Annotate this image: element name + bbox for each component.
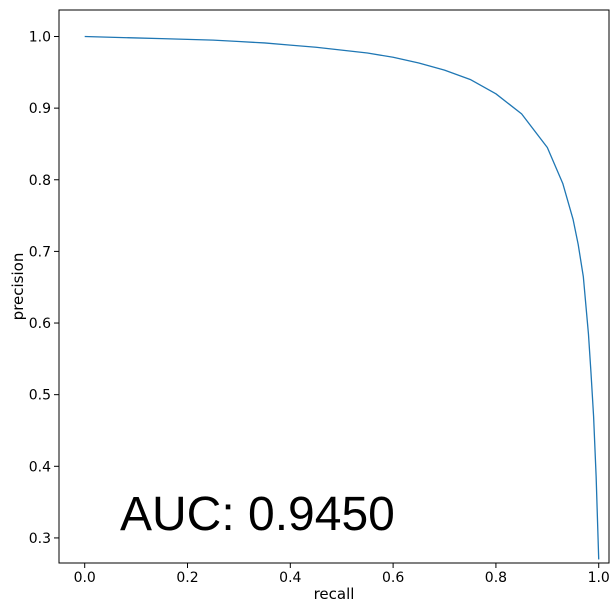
plot-layer (84, 35, 600, 560)
y-tick-label: 0.9 (29, 101, 51, 117)
y-tick-label: 1.0 (29, 30, 51, 46)
y-tick-label: 0.5 (29, 388, 51, 404)
x-tick-label: 0.2 (176, 570, 198, 586)
auc-annotation: AUC: 0.9450 (120, 488, 395, 541)
y-tick-label: 0.3 (29, 531, 51, 547)
y-tick-label: 0.4 (29, 459, 51, 475)
x-axis-label: recall (314, 585, 355, 603)
y-tick-label: 0.8 (29, 173, 51, 189)
pr-curve-line-0 (84, 35, 600, 560)
y-axis-label: precision (9, 253, 27, 321)
y-tick-label: 0.6 (29, 316, 51, 332)
x-tick-label: 0.8 (485, 570, 507, 586)
axis-layer: 0.0 0.2 0.4 0.6 0.8 1.0 0.3 0.4 0.5 0.6 0.7 0.8 0.9 1… (29, 9, 610, 586)
x-tick-label: 0.6 (382, 570, 404, 586)
plot-frame (58, 9, 610, 564)
x-tick-label: 0.0 (74, 570, 96, 586)
y-tick-label: 0.7 (29, 244, 51, 260)
x-tick-label: 1.0 (588, 570, 610, 586)
x-tick-label: 0.4 (279, 570, 301, 586)
